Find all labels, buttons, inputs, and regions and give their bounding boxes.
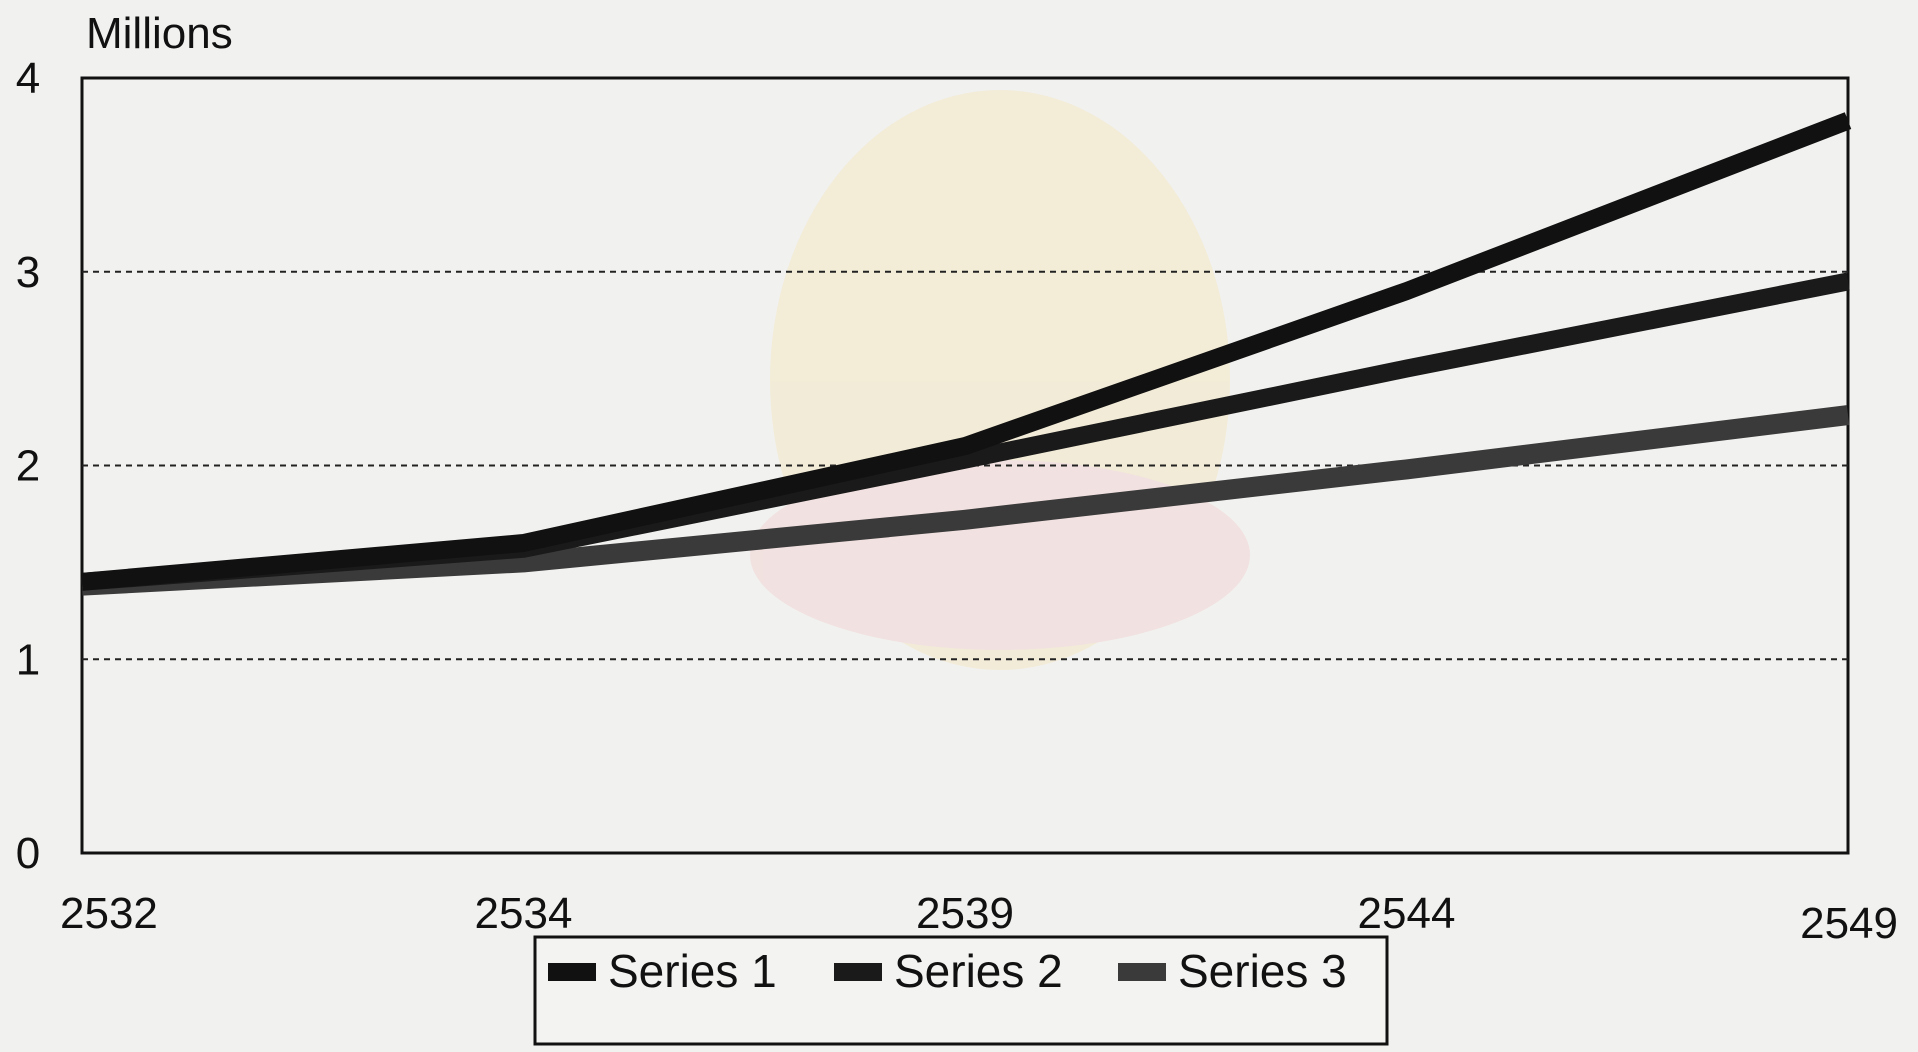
series-lines bbox=[81, 112, 1852, 596]
legend-swatch-series-3 bbox=[1118, 963, 1166, 981]
y-tick-label: 4 bbox=[16, 54, 40, 103]
x-axis-ticks: 2532 2534 2539 2544 2549 bbox=[60, 889, 1898, 948]
x-tick-label: 2534 bbox=[475, 889, 573, 938]
series-line-3 bbox=[81, 405, 1850, 596]
legend-label-series-1: Series 1 bbox=[608, 945, 777, 997]
plot-area bbox=[80, 76, 1852, 855]
x-tick-label: 2544 bbox=[1358, 889, 1456, 938]
y-tick-label: 2 bbox=[16, 442, 40, 491]
legend-swatch-series-2 bbox=[834, 963, 882, 981]
series-line-1 bbox=[81, 112, 1852, 591]
legend-box bbox=[533, 935, 1389, 1046]
y-axis-unit-label: Millions bbox=[86, 9, 233, 58]
legend-swatch-series-1 bbox=[548, 963, 596, 981]
x-tick-label: 2549 bbox=[1800, 899, 1898, 948]
legend: Series 1 Series 2 Series 3 bbox=[533, 935, 1389, 1046]
y-tick-label: 3 bbox=[16, 248, 40, 297]
legend-label-series-3: Series 3 bbox=[1178, 945, 1347, 997]
legend-label-series-2: Series 2 bbox=[894, 945, 1063, 997]
x-tick-label: 2532 bbox=[60, 889, 158, 938]
y-tick-label: 1 bbox=[16, 635, 40, 684]
y-axis-ticks: 0 1 2 3 4 bbox=[16, 54, 40, 878]
x-tick-label: 2539 bbox=[916, 889, 1014, 938]
y-tick-label: 0 bbox=[16, 829, 40, 878]
